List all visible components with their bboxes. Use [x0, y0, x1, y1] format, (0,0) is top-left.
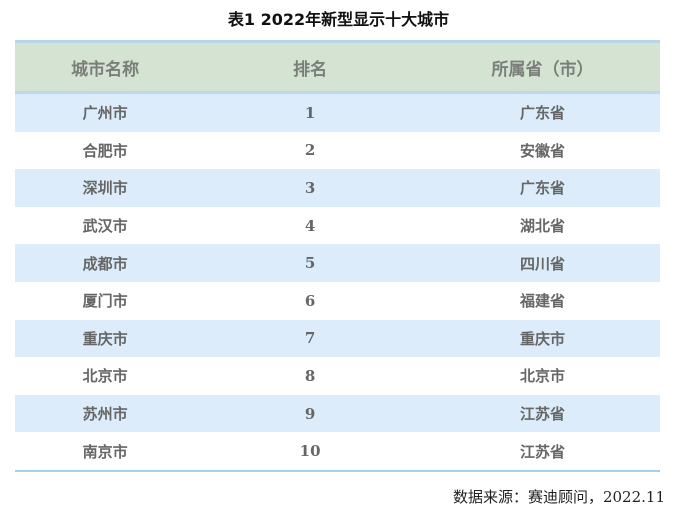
cell-city: 武汉市 [82, 217, 128, 236]
cell-rank: 2 [304, 141, 316, 160]
cell-city: 深圳市 [15, 169, 196, 207]
table-row: 成都市 5 四川省 [15, 244, 660, 282]
city-ranking-table: 城市名称 排名 所属省（市） 广州市 1 广东省 合肥市 2 安徽省 深圳市 3 广东省 武汉市 4… [15, 40, 660, 472]
cell-city: 北京市 [82, 367, 128, 386]
cell-rank: 7 [195, 319, 425, 358]
cell-city: 南京市 [15, 432, 196, 472]
cell-rank: 6 [304, 291, 316, 310]
table-row: 武汉市 4 湖北省 [15, 207, 660, 245]
cell-province: 安徽省 [519, 141, 565, 160]
header-city: 城市名称 [15, 40, 196, 94]
table-title: 表1 2022年新型显示十大城市 [227, 10, 450, 29]
table-row: 南京市 10 江苏省 [15, 432, 660, 472]
cell-city: 重庆市 [15, 319, 196, 358]
cell-city: 苏州市 [15, 394, 196, 433]
cell-rank: 3 [195, 169, 425, 207]
cell-city: 厦门市 [82, 292, 128, 311]
cell-province: 四川省 [424, 244, 660, 282]
cell-rank: 4 [304, 216, 316, 235]
cell-province: 福建省 [519, 292, 565, 311]
cell-rank: 1 [195, 92, 425, 132]
table-row: 深圳市 3 广东省 [15, 169, 660, 207]
header-province: 所属省（市） [424, 40, 660, 94]
table-row: 广州市 1 广东省 [15, 92, 660, 132]
header-rank: 排名 [195, 40, 425, 94]
table-row: 合肥市 2 安徽省 [15, 132, 660, 170]
header-row: 城市名称 排名 所属省（市） [15, 40, 660, 94]
cell-city: 广州市 [15, 92, 196, 132]
cell-province: 江苏省 [424, 432, 660, 472]
cell-province: 重庆市 [424, 319, 660, 358]
cell-province: 广东省 [424, 169, 660, 207]
table-row: 北京市 8 北京市 [15, 357, 660, 395]
cell-province: 江苏省 [424, 394, 660, 433]
cell-rank: 10 [195, 432, 425, 472]
cell-rank: 9 [195, 394, 425, 433]
cell-province: 湖北省 [519, 217, 565, 236]
table-row: 苏州市 9 江苏省 [15, 394, 660, 433]
source-note: 数据来源：赛迪顾问，2022.11 [452, 488, 665, 506]
cell-city: 成都市 [15, 244, 196, 282]
cell-city: 合肥市 [82, 141, 128, 160]
cell-province: 北京市 [519, 367, 565, 386]
table-row: 厦门市 6 福建省 [15, 282, 660, 320]
table-row: 重庆市 7 重庆市 [15, 319, 660, 358]
cell-province: 广东省 [424, 92, 660, 132]
cell-rank: 8 [304, 366, 316, 385]
cell-rank: 5 [195, 244, 425, 282]
